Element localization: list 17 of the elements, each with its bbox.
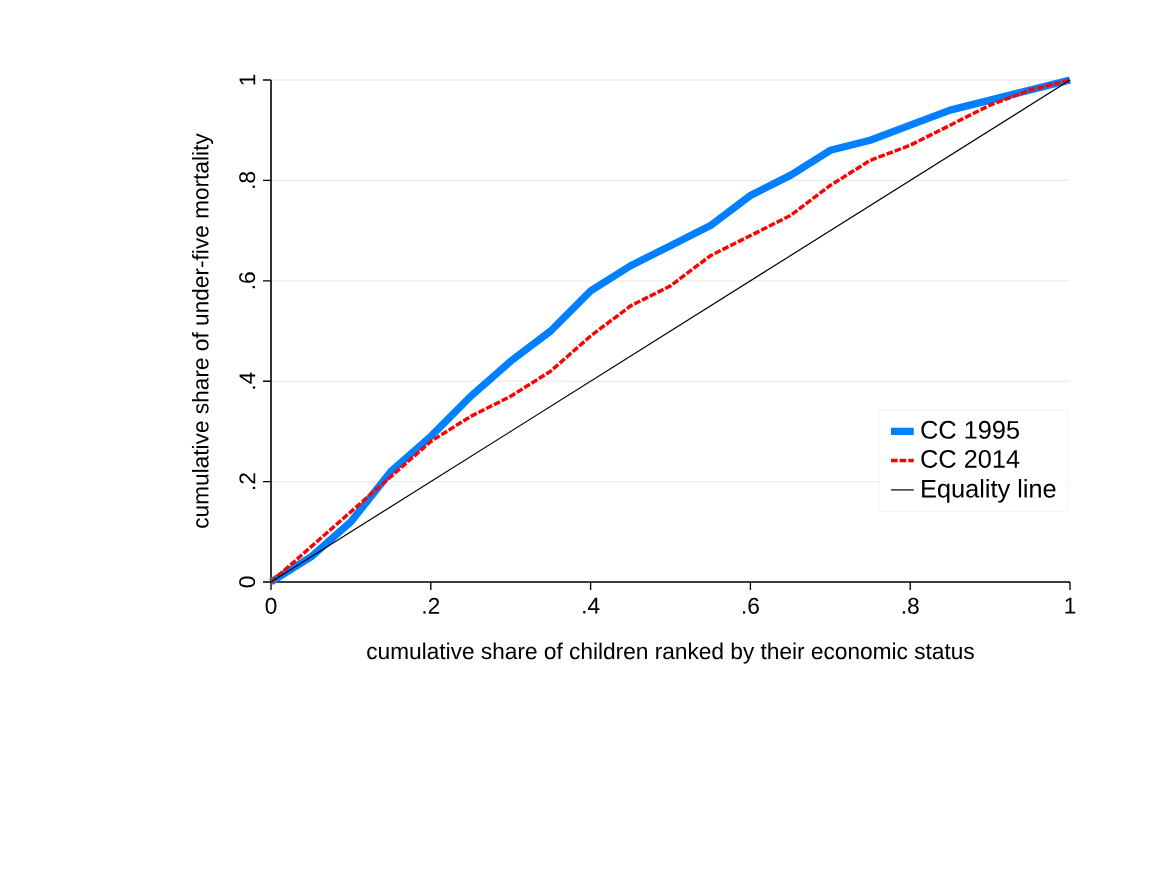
- y-tick-label: .6: [239, 272, 256, 289]
- y-tick-label: .2: [239, 473, 256, 489]
- x-tick-label: .2: [423, 597, 440, 614]
- y-tick-label: 0: [239, 576, 256, 588]
- y-tick-label: 1: [239, 74, 256, 85]
- x-tick-label: .8: [902, 597, 919, 614]
- y-tick-label: .8: [239, 171, 256, 188]
- legend-label: CC 1995: [921, 420, 1019, 439]
- x-tick-label: 1: [1065, 597, 1076, 614]
- y-tick-label: .4: [239, 372, 256, 389]
- legend-label: Equality line: [922, 479, 1056, 503]
- x-axis-title: cumulative share of children ranked by their economic status: [367, 642, 974, 664]
- x-tick-label: 0: [265, 597, 277, 614]
- x-tick-label: .4: [583, 597, 600, 614]
- y-axis-title: cumulative share of under-five mortality: [191, 133, 214, 528]
- legend-label: CC 2014: [921, 449, 1020, 468]
- x-tick-label: .6: [743, 597, 759, 614]
